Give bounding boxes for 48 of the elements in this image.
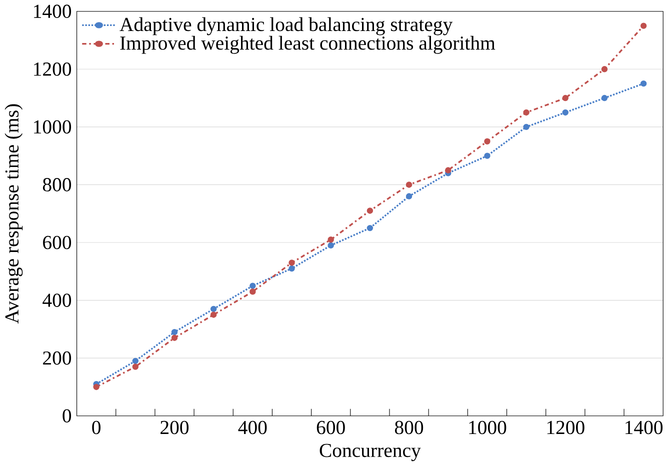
point	[250, 288, 256, 295]
point	[132, 358, 139, 364]
x-tick-label: 1200	[547, 420, 584, 434]
point	[406, 182, 412, 188]
point	[445, 167, 452, 174]
point	[640, 80, 647, 87]
x-tick-label: 400	[238, 420, 267, 434]
point	[210, 312, 217, 318]
y-tick-label: 400	[42, 294, 72, 308]
point	[132, 364, 139, 370]
y-tick-label: 1000	[34, 120, 72, 134]
x-tick-label: 0	[92, 420, 100, 434]
legend-label: Improved weighted least connections algorithm	[120, 36, 496, 54]
point	[250, 282, 256, 290]
x-axis-title: Concurrency	[320, 444, 421, 462]
point	[93, 384, 100, 390]
point	[523, 109, 530, 116]
x-tick-label: 800	[394, 420, 424, 434]
y-tick-label: 200	[43, 351, 72, 365]
legend-label: Adaptive dynamic load balancing strategy	[120, 17, 453, 36]
point	[484, 152, 490, 159]
y-axis-title: Average response time (ms)	[4, 104, 23, 324]
x-tick-label: 600	[316, 420, 345, 434]
x-tick-label: 1400	[626, 420, 663, 434]
point	[601, 66, 608, 72]
point	[562, 109, 568, 116]
y-tick-label: 1200	[34, 62, 72, 76]
x-tick-label: 1000	[469, 420, 506, 434]
point	[562, 94, 568, 102]
y-tick-label: 600	[43, 236, 72, 250]
point	[406, 193, 412, 200]
point	[366, 208, 374, 214]
y-tick-label: 1400	[34, 4, 72, 18]
y-tick-label: 0	[62, 409, 72, 423]
point	[366, 225, 374, 232]
point	[523, 124, 530, 130]
point	[601, 94, 608, 102]
point	[288, 265, 295, 272]
point	[328, 242, 334, 249]
point	[210, 306, 217, 312]
x-tick-label: 200	[160, 420, 189, 434]
point	[288, 260, 295, 266]
point	[640, 22, 647, 29]
point	[171, 334, 178, 342]
point	[328, 236, 334, 243]
y-tick-label: 800	[42, 178, 72, 192]
point	[171, 329, 178, 336]
point	[484, 138, 490, 145]
